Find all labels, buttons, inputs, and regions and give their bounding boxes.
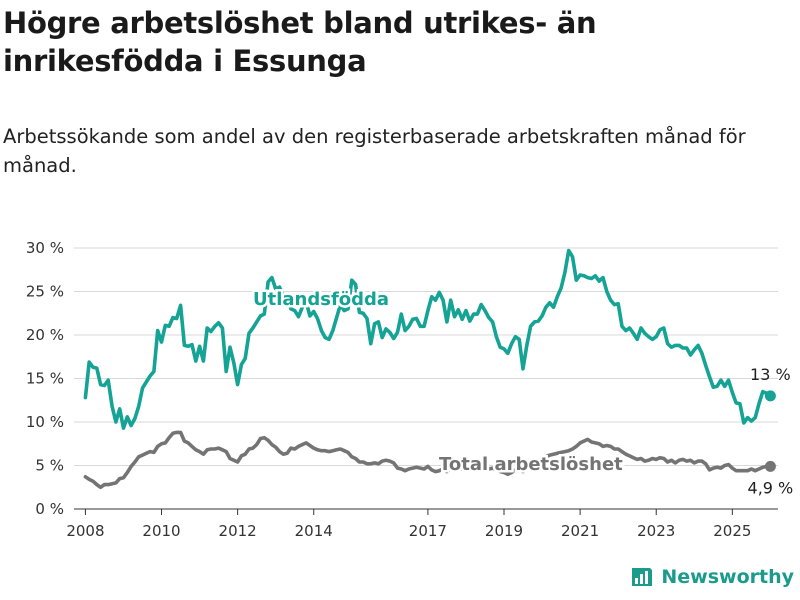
end-marker-utlandsfodda (764, 390, 776, 402)
y-axis-tick-labels: 0 % 5 % 10 % 15 % 20 % 25 % 30 % (26, 239, 64, 518)
series-line-total-arbetsloshet (83, 430, 773, 490)
end-marker-total-arbetsloshet (764, 460, 776, 472)
y-tick-label: 5 % (35, 457, 64, 475)
end-value-label-total-arbetsloshet: 4,9 % (748, 478, 794, 497)
end-value-label-utlandsfodda: 13 % (750, 365, 791, 384)
x-tick-label: 2025 (713, 522, 751, 540)
brand-name: Newsworthy (661, 566, 794, 588)
x-tick-label: 2017 (409, 522, 447, 540)
x-tick-label: 2010 (142, 522, 180, 540)
series-line-utlandsfodda (83, 248, 773, 430)
series-labels: Utlandsfödda Total arbetslöshet 13 % 4,9 % (251, 287, 794, 498)
x-tick-label: 2023 (637, 522, 675, 540)
x-tick-label: 2008 (66, 522, 104, 540)
newsworthy-icon (632, 568, 653, 586)
y-tick-label: 0 % (35, 500, 64, 518)
x-tick-label: 2012 (219, 522, 257, 540)
y-tick-label: 20 % (26, 326, 64, 344)
x-axis: 2008 2010 2012 2014 2017 2019 2021 2023 2025 (66, 508, 778, 540)
y-tick-label: 25 % (26, 283, 64, 301)
x-tick-label: 2021 (561, 522, 599, 540)
x-tick-label: 2019 (485, 522, 523, 540)
chart-subtitle: Arbetssökande som andel av den registerb… (3, 125, 746, 177)
y-tick-label: 30 % (26, 239, 64, 257)
y-tick-label: 15 % (26, 370, 64, 388)
x-tick-label: 2014 (295, 522, 333, 540)
brand-logo: Newsworthy (630, 566, 794, 588)
chart-title: Högre arbetslöshet bland utrikes- än inr… (3, 6, 597, 78)
y-tick-label: 10 % (26, 413, 64, 431)
series-label-total-arbetsloshet: Total arbetslöshet (439, 454, 623, 475)
series-label-utlandsfodda: Utlandsfödda (253, 289, 389, 310)
series-lines (83, 248, 773, 490)
grid-lines (74, 247, 778, 466)
